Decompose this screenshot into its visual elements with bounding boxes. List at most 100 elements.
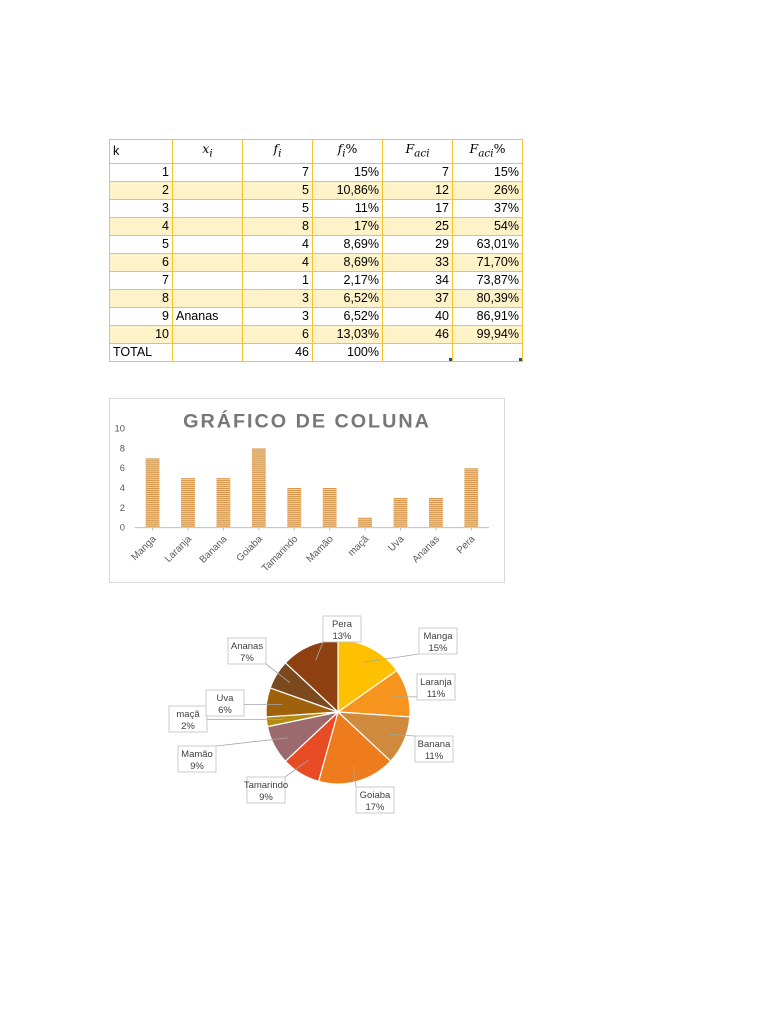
cell-k: 6 [109,252,173,272]
table-row: 7 1 2,17% 34 73,87% [109,270,523,290]
data-label-category: Banana [418,739,451,750]
data-label-percent: 11% [425,751,444,762]
data-label-category: Mamão [181,749,213,760]
cell-fi-pct: 6,52% [312,306,383,326]
cell-fi: 3 [242,306,313,326]
cell-faci: 29 [382,234,453,254]
cell-faci: 37 [382,288,453,308]
cell-faci: 12 [382,180,453,200]
cell-k: 8 [109,288,173,308]
data-label-box [227,637,267,665]
total-faci-pct [452,342,523,362]
data-label-category: Ananas [231,641,263,652]
data-label-box [355,786,395,814]
cell-faci: 40 [382,306,453,326]
cell-fi-pct: 8,69% [312,252,383,272]
cell-xi [172,198,243,218]
table-row: 3 5 11% 17 37% [109,198,523,218]
cell-xi [172,162,243,182]
cell-faci-pct: 63,01% [452,234,523,254]
cell-fi-pct: 15% [312,162,383,182]
cell-k: 1 [109,162,173,182]
table-row: 2 5 10,86% 12 26% [109,180,523,200]
leader-line [389,733,416,737]
cell-k: 2 [109,180,173,200]
cell-k: 9 [109,306,173,326]
table-row: 4 8 17% 25 54% [109,216,523,236]
cell-k: 7 [109,270,173,290]
data-label-category: Uva [217,693,235,704]
x-tick-label: Tamarindo [260,533,301,574]
y-tick-label: 10 [115,423,125,434]
bar-Pera [464,468,479,528]
table-row: 9 Ananas 3 6,52% 40 86,91% [109,306,523,326]
bar-Banana [216,478,231,528]
cell-fi-pct: 13,03% [312,324,383,344]
table-header-row: k xi fi fi% Faci Faci% [109,139,523,164]
leader-line [363,653,420,663]
data-label-box [416,673,456,701]
cell-xi [172,270,243,290]
cell-faci: 33 [382,252,453,272]
bar-Uva [393,497,408,528]
x-tick-label: Manga [130,533,159,562]
leader-line [284,759,310,778]
leader-line [215,737,289,747]
cell-faci-pct: 80,39% [452,288,523,308]
x-tick-label: Mamão [305,533,336,564]
data-label-box [418,627,458,655]
header-faci-pct: Faci% [452,139,523,164]
header-xi: xi [172,139,243,164]
leader-line [315,641,324,661]
y-tick-label: 2 [120,502,125,513]
x-tick-label: Laranja [163,533,194,564]
leader-line [352,766,357,788]
bar-Goiaba [251,448,266,528]
data-label-percent: 9% [190,761,204,772]
data-label-percent: 6% [218,705,232,716]
y-tick-label: 8 [120,442,125,453]
cell-fi-pct: 10,86% [312,180,383,200]
cell-faci-pct: 99,94% [452,324,523,344]
x-tick-label: Pera [455,533,478,556]
cell-faci-pct: 73,87% [452,270,523,290]
cell-xi: Ananas [172,306,243,326]
bar-Manga [145,458,160,528]
data-label-box [177,745,217,773]
cell-fi-pct: 11% [312,198,383,218]
data-label-box [246,776,286,804]
table-row: 10 6 13,03% 46 99,94% [109,324,523,344]
cell-faci: 17 [382,198,453,218]
data-label-category: Laranja [420,677,452,688]
x-tick-label: Uva [386,533,407,554]
total-xi [172,342,243,362]
column-chart: GRÁFICO DE COLUNA 0 2 4 6 8 10 Manga Laranja Bana… [109,398,505,583]
data-label-box [414,735,454,763]
cell-fi: 8 [242,216,313,236]
cell-fi: 6 [242,324,313,344]
x-tick-label: Goiaba [235,533,266,564]
cell-k: 5 [109,234,173,254]
data-label-box [205,689,245,717]
data-label-category: Manga [423,631,453,642]
cell-faci-pct: 26% [452,180,523,200]
cell-fi: 4 [242,234,313,254]
cell-xi [172,216,243,236]
header-fi-pct: fi% [312,139,383,164]
table-row: 1 7 15% 7 15% [109,162,523,182]
cell-faci-pct: 71,70% [452,252,523,272]
data-label-percent: 11% [427,689,446,700]
cell-xi [172,324,243,344]
cell-xi [172,180,243,200]
cell-fi: 3 [242,288,313,308]
leader-line [265,663,291,684]
data-label-percent: 13% [332,631,352,642]
cell-faci-pct: 54% [452,216,523,236]
cell-fi: 7 [242,162,313,182]
data-label-box [322,615,362,643]
cell-faci-pct: 86,91% [452,306,523,326]
cell-fi-pct: 17% [312,216,383,236]
data-label-category: maçã [176,709,200,720]
cell-fi-pct: 2,17% [312,270,383,290]
bar-Tamarindo [287,488,302,528]
